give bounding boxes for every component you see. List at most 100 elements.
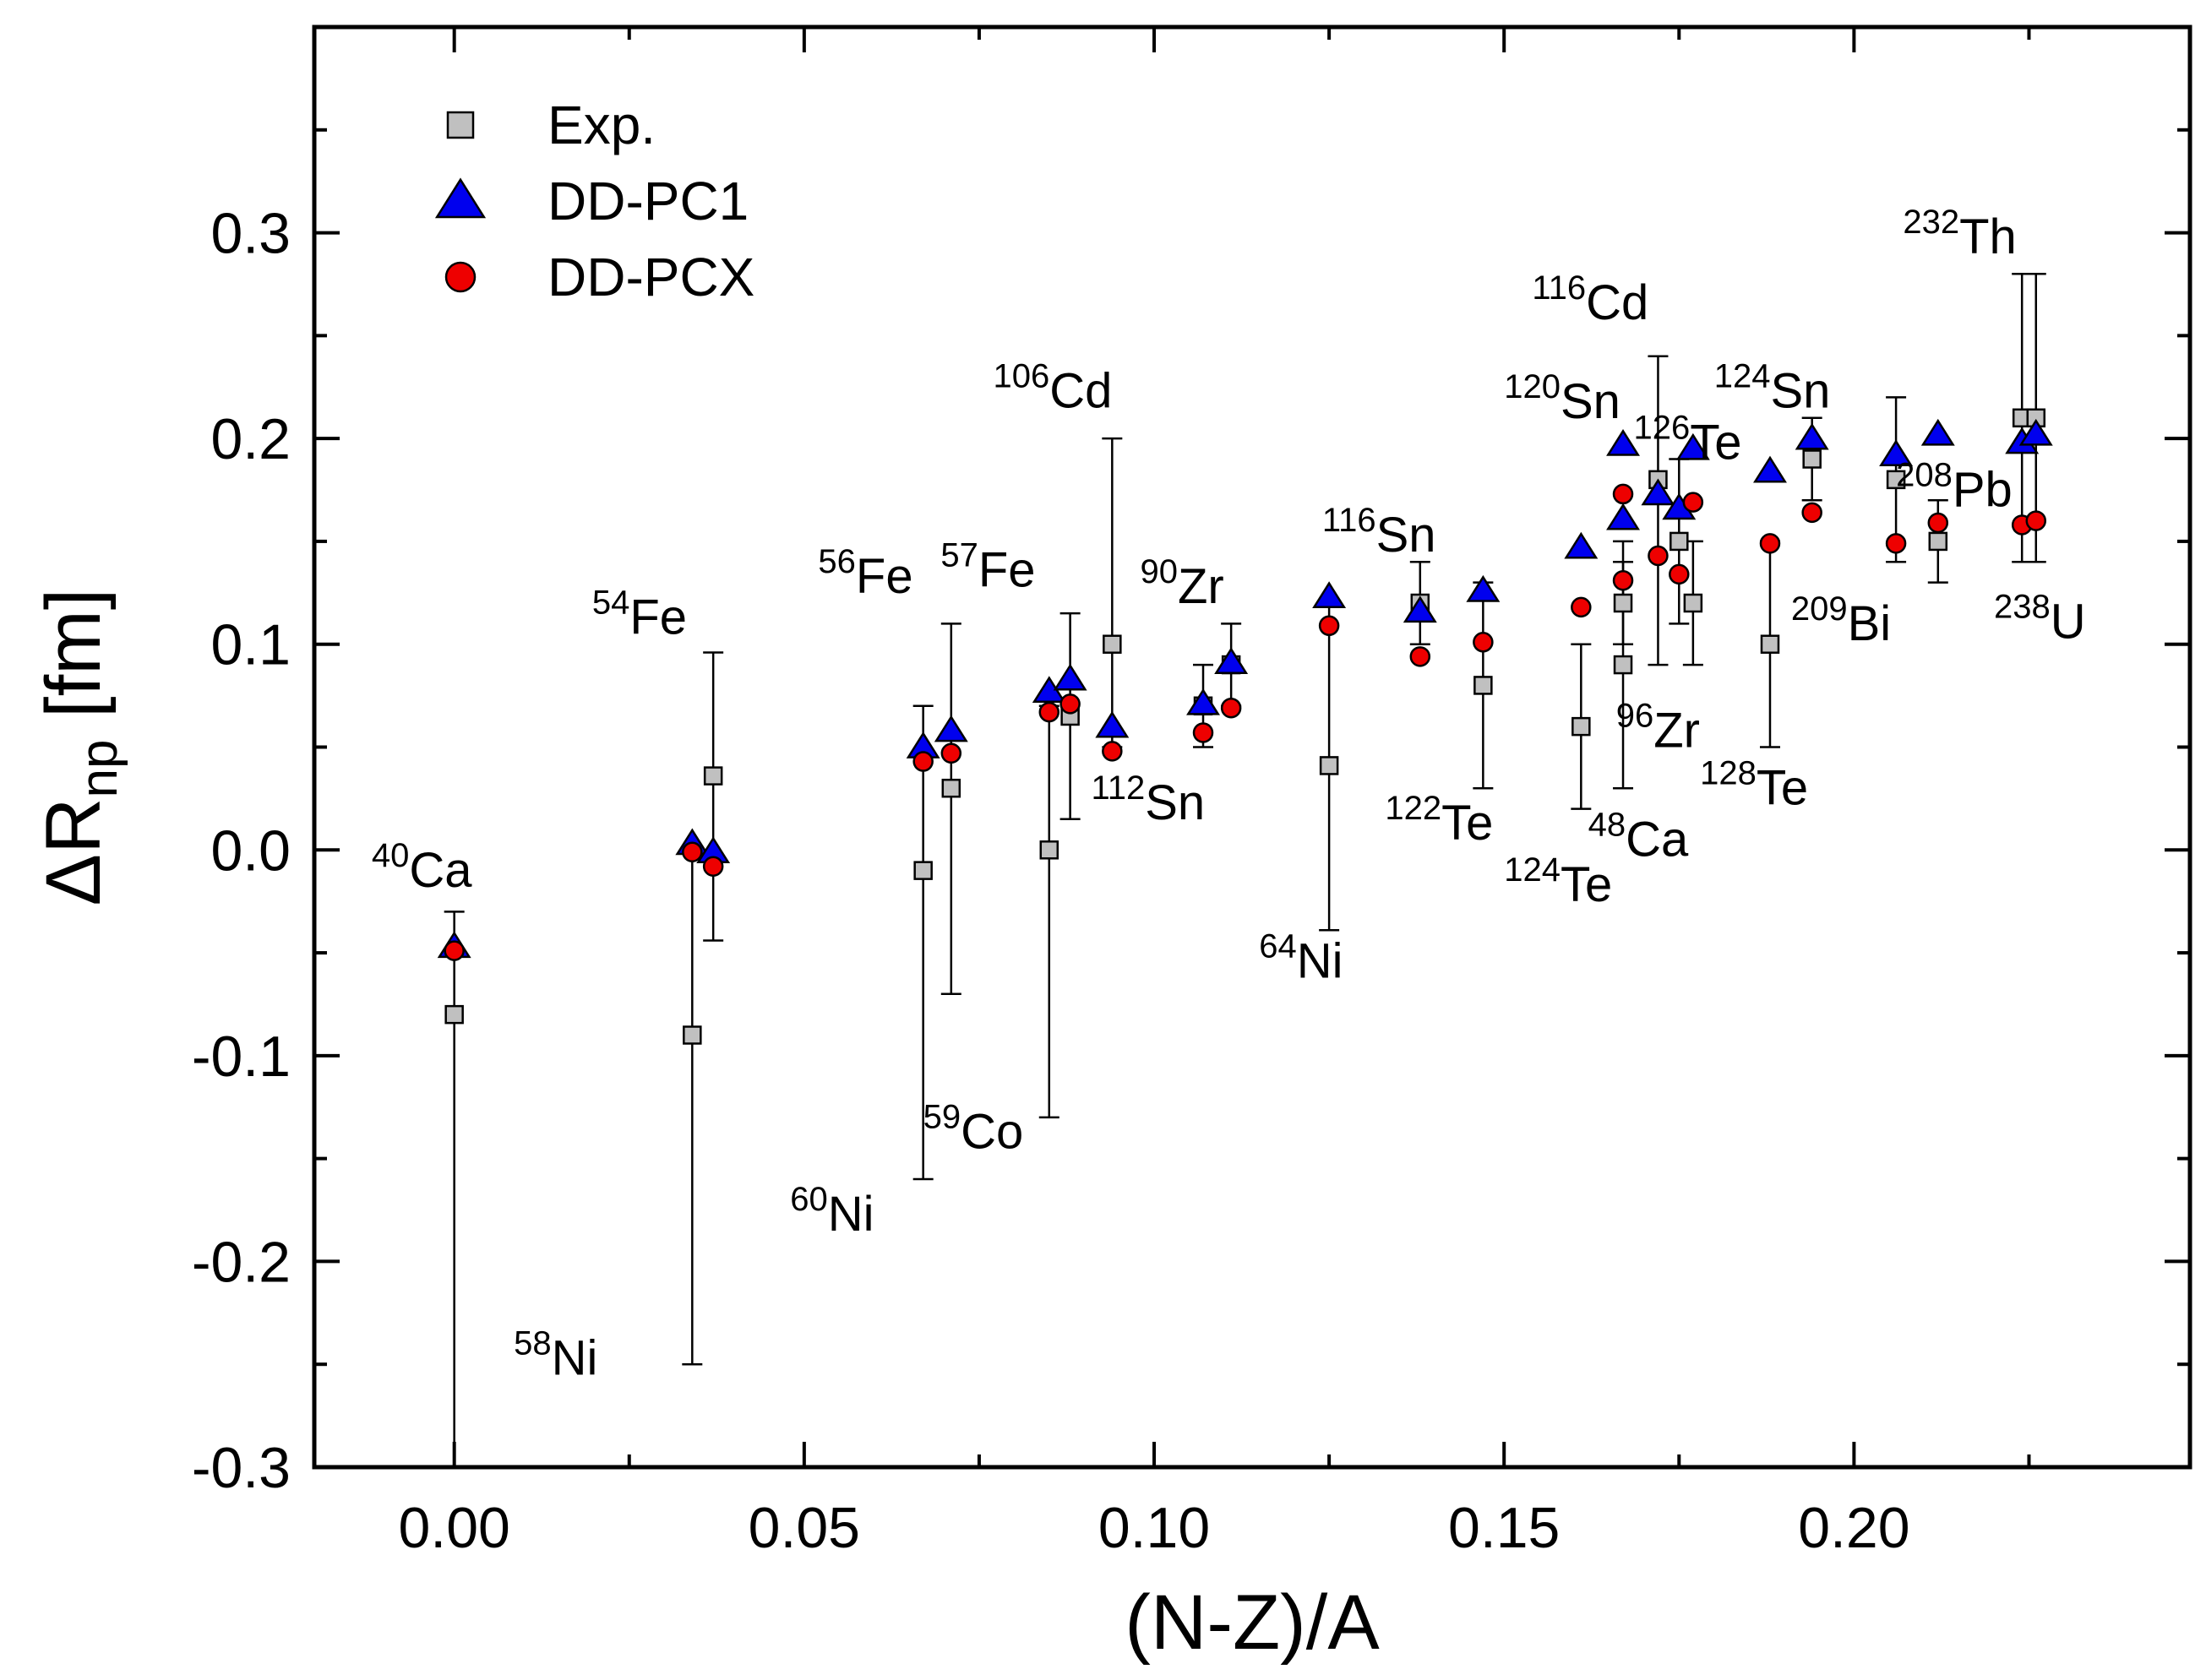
nucleus-symbol: Ca	[409, 843, 472, 898]
x-tick-labels: 0.00 0.05 0.10 0.15 0.20	[398, 1496, 1909, 1560]
point-dd-pcx	[1801, 502, 1822, 524]
point-dd-pc1	[2018, 418, 2053, 446]
point-dd-pcx	[1102, 741, 1123, 762]
nucleus-symbol: Th	[1959, 209, 2017, 264]
nucleus-symbol: Cd	[1586, 275, 1648, 330]
point-dd-pcx	[1885, 533, 1907, 554]
nucleus-symbol: Pb	[1953, 463, 2013, 518]
point-exp	[703, 766, 723, 786]
legend-entry: Exp.	[446, 95, 656, 155]
nucleus-label: 232Th	[1903, 204, 2016, 264]
legend-marker	[446, 111, 475, 139]
nucleus-mass-number: 128	[1700, 755, 1757, 792]
nucleus-mass-number: 90	[1140, 553, 1178, 590]
nucleus-symbol: Cd	[1049, 364, 1112, 419]
point-dd-pcx	[1571, 596, 1592, 618]
x-tick-label: 0.00	[398, 1496, 509, 1560]
nucleus-symbol: Ca	[1626, 813, 1689, 867]
point-dd-pcx	[1759, 533, 1781, 554]
nucleus-symbol: Bi	[1848, 596, 1892, 651]
point-dd-pcx	[1927, 512, 1949, 534]
x-tick-label: 0.15	[1448, 1496, 1560, 1560]
nucleus-symbol: U	[2051, 594, 2086, 649]
y-tick-label: -0.3	[192, 1436, 291, 1500]
nucleus-mass-number: 120	[1504, 368, 1561, 405]
point-dd-pcx	[1612, 483, 1634, 505]
point-dd-pc1	[1641, 478, 1675, 506]
point-exp	[1886, 470, 1906, 490]
nucleus-label: 124Sn	[1714, 358, 1831, 419]
nucleus-label: 124Te	[1504, 851, 1612, 912]
point-dd-pcx	[1682, 492, 1704, 513]
point-exp	[913, 861, 933, 880]
nucleus-symbol: Co	[961, 1104, 1023, 1159]
point-dd-pcx	[1669, 563, 1690, 585]
nucleus-mass-number: 57	[940, 537, 978, 574]
point-exp	[1571, 716, 1591, 737]
x-tick-label: 0.10	[1098, 1496, 1210, 1560]
error-bar	[1102, 437, 1123, 748]
nucleus-mass-number: 126	[1633, 410, 1690, 447]
nucleus-label: 57Fe	[940, 537, 1035, 598]
nucleus-symbol: Te	[1757, 761, 1808, 816]
error-bar	[1038, 704, 1059, 1119]
nucleus-symbol: Ni	[828, 1187, 874, 1242]
data-points	[437, 408, 2053, 1045]
y-tick-label: 0.2	[210, 407, 291, 471]
y-tick-label: 0.0	[210, 818, 291, 883]
point-exp	[941, 778, 961, 798]
nucleus-label: 126Te	[1633, 410, 1741, 470]
error-bar	[940, 623, 961, 996]
nucleus-label: 120Sn	[1504, 368, 1620, 429]
point-dd-pc1	[1795, 422, 1829, 450]
nucleus-symbol: Te	[1441, 796, 1493, 851]
nucleus-mass-number: 56	[818, 543, 856, 580]
point-exp	[1760, 634, 1780, 654]
x-tick-label: 0.05	[749, 1496, 860, 1560]
y-axis-title-sub: np	[70, 740, 128, 798]
point-dd-pc1	[1606, 429, 1641, 456]
point-dd-pc1	[1564, 531, 1599, 559]
legend-entry: DD-PC1	[434, 171, 749, 231]
nucleus-label: 56Fe	[818, 543, 912, 604]
nucleus-mass-number: 232	[1903, 204, 1959, 241]
point-dd-pc1	[1186, 688, 1220, 715]
point-dd-pc1	[1920, 418, 1955, 446]
x-tick-label: 0.20	[1798, 1496, 1909, 1560]
point-dd-pc1	[1053, 663, 1087, 691]
nucleus-symbol: Fe	[856, 549, 913, 604]
error-bar	[444, 911, 465, 1467]
nucleus-label: 40Ca	[372, 837, 472, 898]
nucleus-label: 112Sn	[1091, 769, 1205, 830]
nucleus-mass-number: 122	[1385, 790, 1441, 827]
point-dd-pcx	[682, 841, 703, 862]
nucleus-label: 116Cd	[1532, 269, 1648, 330]
point-dd-pcx	[1473, 632, 1494, 653]
nucleus-symbol: Ni	[552, 1330, 598, 1385]
nucleus-mass-number: 64	[1259, 927, 1297, 965]
nucleus-label: 238U	[1994, 588, 2086, 649]
nucleus-symbol: Sn	[1376, 508, 1436, 563]
point-dd-pcx	[1612, 569, 1634, 591]
y-tick-label: 0.1	[210, 613, 291, 677]
point-exp	[1669, 531, 1689, 552]
nucleus-symbol: Ni	[1297, 933, 1343, 988]
nucleus-mass-number: 116	[1532, 269, 1586, 307]
nucleus-mass-number: 124	[1504, 851, 1561, 889]
nucleus-mass-number: 116	[1322, 502, 1376, 539]
y-axis-title: ΔRnp [fm]	[30, 589, 128, 906]
nucleus-mass-number: 96	[1616, 698, 1654, 735]
y-tick-label: 0.3	[210, 202, 291, 266]
nucleus-symbol: Sn	[1561, 374, 1620, 429]
nucleus-mass-number: 48	[1588, 807, 1626, 844]
point-dd-pcx	[1059, 693, 1081, 715]
error-bar	[703, 651, 724, 942]
nucleus-mass-number: 58	[514, 1324, 552, 1362]
point-dd-pcx	[1409, 646, 1431, 667]
point-exp	[1319, 756, 1339, 775]
legend-entry: DD-PCX	[444, 247, 754, 307]
nucleus-mass-number: 59	[923, 1098, 961, 1135]
legend-label: DD-PCX	[547, 247, 754, 307]
point-dd-pc1	[1753, 455, 1787, 483]
nucleus-symbol: Fe	[629, 590, 687, 645]
